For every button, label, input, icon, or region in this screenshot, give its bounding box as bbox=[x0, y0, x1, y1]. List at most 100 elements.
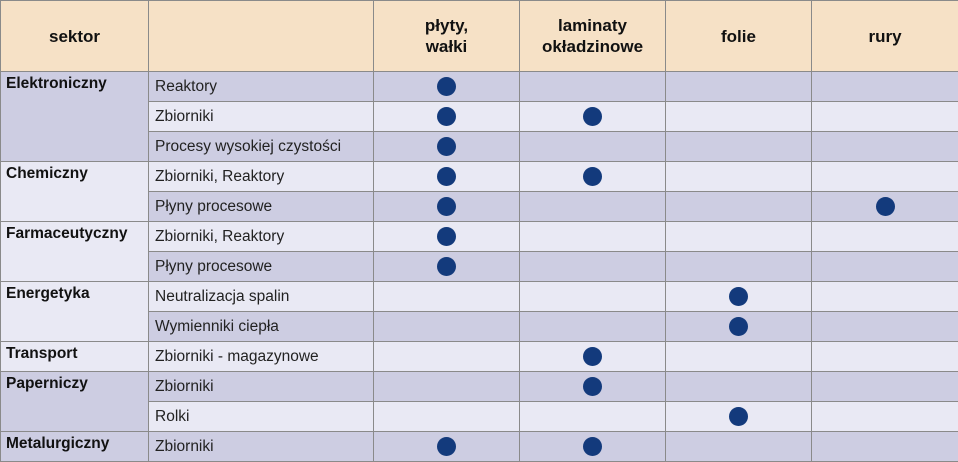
cell-plates bbox=[374, 72, 520, 102]
sector-name: Farmaceutyczny bbox=[1, 222, 149, 282]
application-name: Rolki bbox=[149, 402, 374, 432]
cell-laminates bbox=[520, 282, 666, 312]
filled-circle-icon bbox=[583, 377, 602, 396]
cell-films bbox=[666, 102, 812, 132]
header-laminates-line2: okładzinowe bbox=[542, 37, 643, 56]
filled-circle-icon bbox=[437, 137, 456, 156]
cell-laminates bbox=[520, 432, 666, 462]
cell-films bbox=[666, 282, 812, 312]
sector-name: Energetyka bbox=[1, 282, 149, 342]
cell-films bbox=[666, 432, 812, 462]
application-name: Zbiorniki bbox=[149, 432, 374, 462]
cell-laminates bbox=[520, 312, 666, 342]
filled-circle-icon bbox=[437, 257, 456, 276]
cell-pipes bbox=[812, 282, 958, 312]
header-pipes: rury bbox=[812, 1, 958, 72]
cell-films bbox=[666, 252, 812, 282]
cell-laminates bbox=[520, 372, 666, 402]
filled-circle-icon bbox=[729, 407, 748, 426]
header-plates: płyty, wałki bbox=[374, 1, 520, 72]
cell-pipes bbox=[812, 342, 958, 372]
sector-name: Paperniczy bbox=[1, 372, 149, 432]
header-application bbox=[149, 1, 374, 72]
cell-pipes bbox=[812, 402, 958, 432]
filled-circle-icon bbox=[876, 197, 895, 216]
header-laminates: laminaty okładzinowe bbox=[520, 1, 666, 72]
filled-circle-icon bbox=[437, 167, 456, 186]
application-name: Wymienniki ciepła bbox=[149, 312, 374, 342]
cell-pipes bbox=[812, 102, 958, 132]
cell-plates bbox=[374, 312, 520, 342]
cell-plates bbox=[374, 102, 520, 132]
cell-pipes bbox=[812, 72, 958, 102]
cell-plates bbox=[374, 402, 520, 432]
application-name: Zbiorniki - magazynowe bbox=[149, 342, 374, 372]
cell-pipes bbox=[812, 372, 958, 402]
filled-circle-icon bbox=[437, 77, 456, 96]
cell-films bbox=[666, 222, 812, 252]
application-name: Zbiorniki bbox=[149, 102, 374, 132]
application-name: Zbiorniki, Reaktory bbox=[149, 162, 374, 192]
cell-films bbox=[666, 192, 812, 222]
cell-films bbox=[666, 162, 812, 192]
cell-plates bbox=[374, 432, 520, 462]
cell-plates bbox=[374, 252, 520, 282]
filled-circle-icon bbox=[583, 167, 602, 186]
cell-plates bbox=[374, 342, 520, 372]
header-plates-line2: wałki bbox=[426, 37, 468, 56]
filled-circle-icon bbox=[583, 437, 602, 456]
header-laminates-line1: laminaty bbox=[558, 16, 627, 35]
sector-name: Elektroniczny bbox=[1, 72, 149, 162]
cell-laminates bbox=[520, 192, 666, 222]
cell-laminates bbox=[520, 222, 666, 252]
filled-circle-icon bbox=[437, 107, 456, 126]
cell-pipes bbox=[812, 192, 958, 222]
filled-circle-icon bbox=[437, 437, 456, 456]
filled-circle-icon bbox=[583, 107, 602, 126]
filled-circle-icon bbox=[729, 287, 748, 306]
application-name: Procesy wysokiej czystości bbox=[149, 132, 374, 162]
cell-plates bbox=[374, 372, 520, 402]
application-name: Zbiorniki, Reaktory bbox=[149, 222, 374, 252]
cell-pipes bbox=[812, 162, 958, 192]
cell-plates bbox=[374, 162, 520, 192]
filled-circle-icon bbox=[437, 227, 456, 246]
application-name: Reaktory bbox=[149, 72, 374, 102]
cell-laminates bbox=[520, 102, 666, 132]
cell-plates bbox=[374, 282, 520, 312]
header-films: folie bbox=[666, 1, 812, 72]
cell-films bbox=[666, 342, 812, 372]
application-name: Płyny procesowe bbox=[149, 252, 374, 282]
header-row: sektor płyty, wałki laminaty okładzinowe f… bbox=[1, 1, 958, 72]
filled-circle-icon bbox=[583, 347, 602, 366]
cell-films bbox=[666, 72, 812, 102]
cell-laminates bbox=[520, 402, 666, 432]
header-sector: sektor bbox=[1, 1, 149, 72]
cell-laminates bbox=[520, 72, 666, 102]
cell-pipes bbox=[812, 252, 958, 282]
cell-laminates bbox=[520, 162, 666, 192]
cell-laminates bbox=[520, 252, 666, 282]
filled-circle-icon bbox=[729, 317, 748, 336]
cell-laminates bbox=[520, 342, 666, 372]
header-plates-line1: płyty, bbox=[425, 16, 468, 35]
cell-plates bbox=[374, 192, 520, 222]
cell-plates bbox=[374, 132, 520, 162]
application-name: Zbiorniki bbox=[149, 372, 374, 402]
cell-films bbox=[666, 132, 812, 162]
cell-films bbox=[666, 402, 812, 432]
sector-name: Metalurgiczny bbox=[1, 432, 149, 462]
cell-pipes bbox=[812, 432, 958, 462]
application-name: Płyny procesowe bbox=[149, 192, 374, 222]
cell-pipes bbox=[812, 222, 958, 252]
cell-laminates bbox=[520, 132, 666, 162]
application-name: Neutralizacja spalin bbox=[149, 282, 374, 312]
